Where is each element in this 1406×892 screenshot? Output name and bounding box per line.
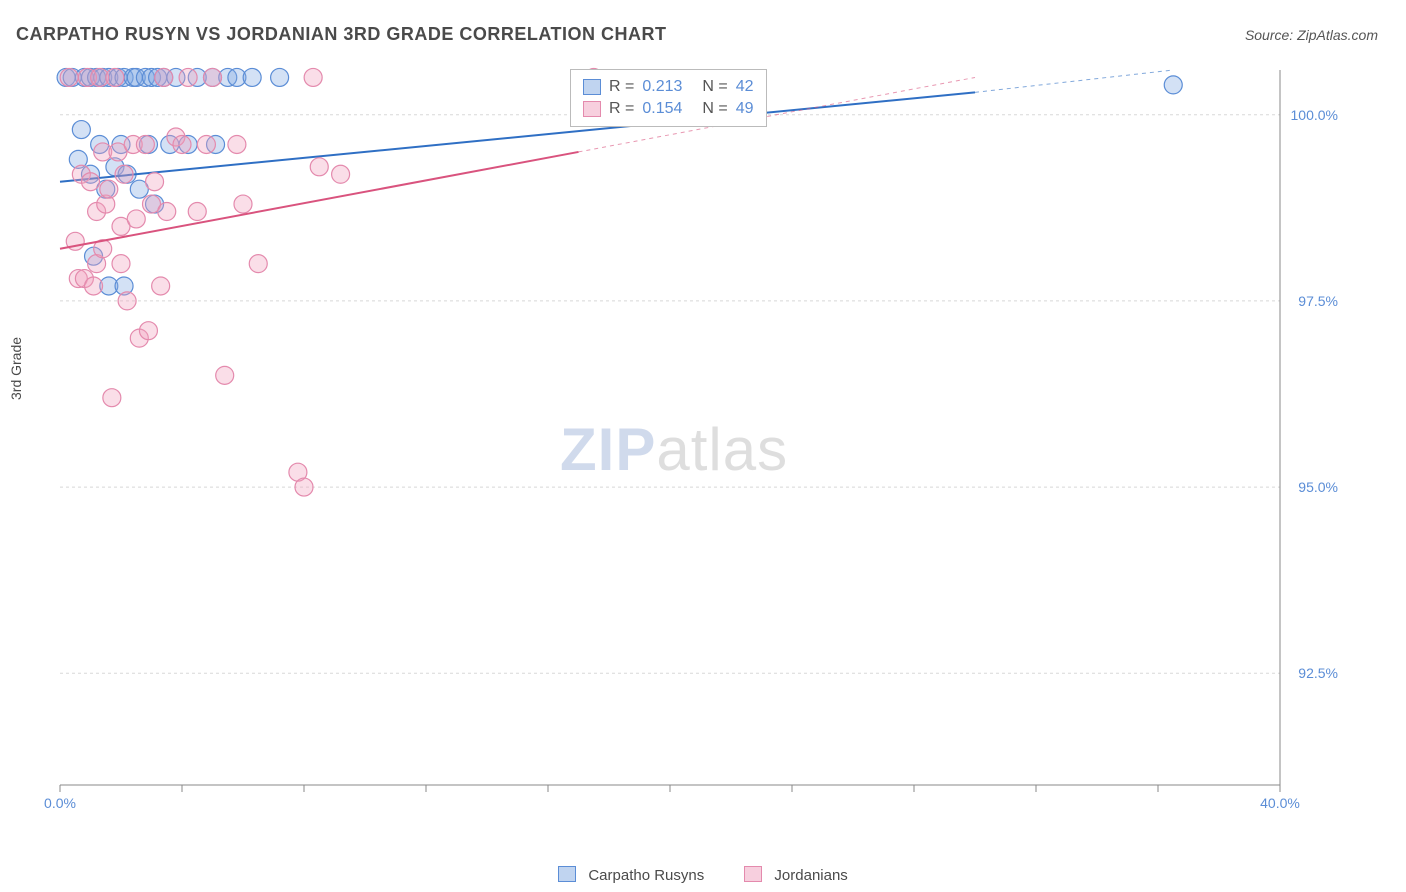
stats-row-2: R = 0.154 N = 49	[583, 98, 754, 120]
y-tick-label: 97.5%	[1298, 293, 1338, 309]
y-axis-label: 3rd Grade	[8, 337, 24, 400]
legend-item-1: Carpatho Rusyns	[558, 866, 704, 884]
header: CARPATHO RUSYN VS JORDANIAN 3RD GRADE CO…	[0, 0, 1406, 55]
chart-title: CARPATHO RUSYN VS JORDANIAN 3RD GRADE CO…	[16, 24, 667, 45]
x-tick-label: 40.0%	[1260, 795, 1300, 811]
x-tick-label: 0.0%	[44, 795, 76, 811]
y-tick-label: 92.5%	[1298, 665, 1338, 681]
swatch-blue-icon	[583, 79, 601, 95]
y-tick-label: 95.0%	[1298, 479, 1338, 495]
bottom-legend: Carpatho Rusyns Jordanians	[0, 866, 1406, 884]
source-label: Source: ZipAtlas.com	[1245, 27, 1378, 43]
swatch-blue-icon	[558, 866, 576, 882]
swatch-pink-icon	[583, 101, 601, 117]
y-tick-label: 100.0%	[1291, 107, 1338, 123]
stats-row-1: R = 0.213 N = 42	[583, 76, 754, 98]
stats-box: R = 0.213 N = 42 R = 0.154 N = 49	[570, 69, 767, 127]
scatter-svg	[50, 65, 1350, 805]
legend-item-2: Jordanians	[744, 866, 848, 884]
swatch-pink-icon	[744, 866, 762, 882]
plot-area: R = 0.213 N = 42 R = 0.154 N = 49 ZIPatl…	[50, 65, 1350, 805]
